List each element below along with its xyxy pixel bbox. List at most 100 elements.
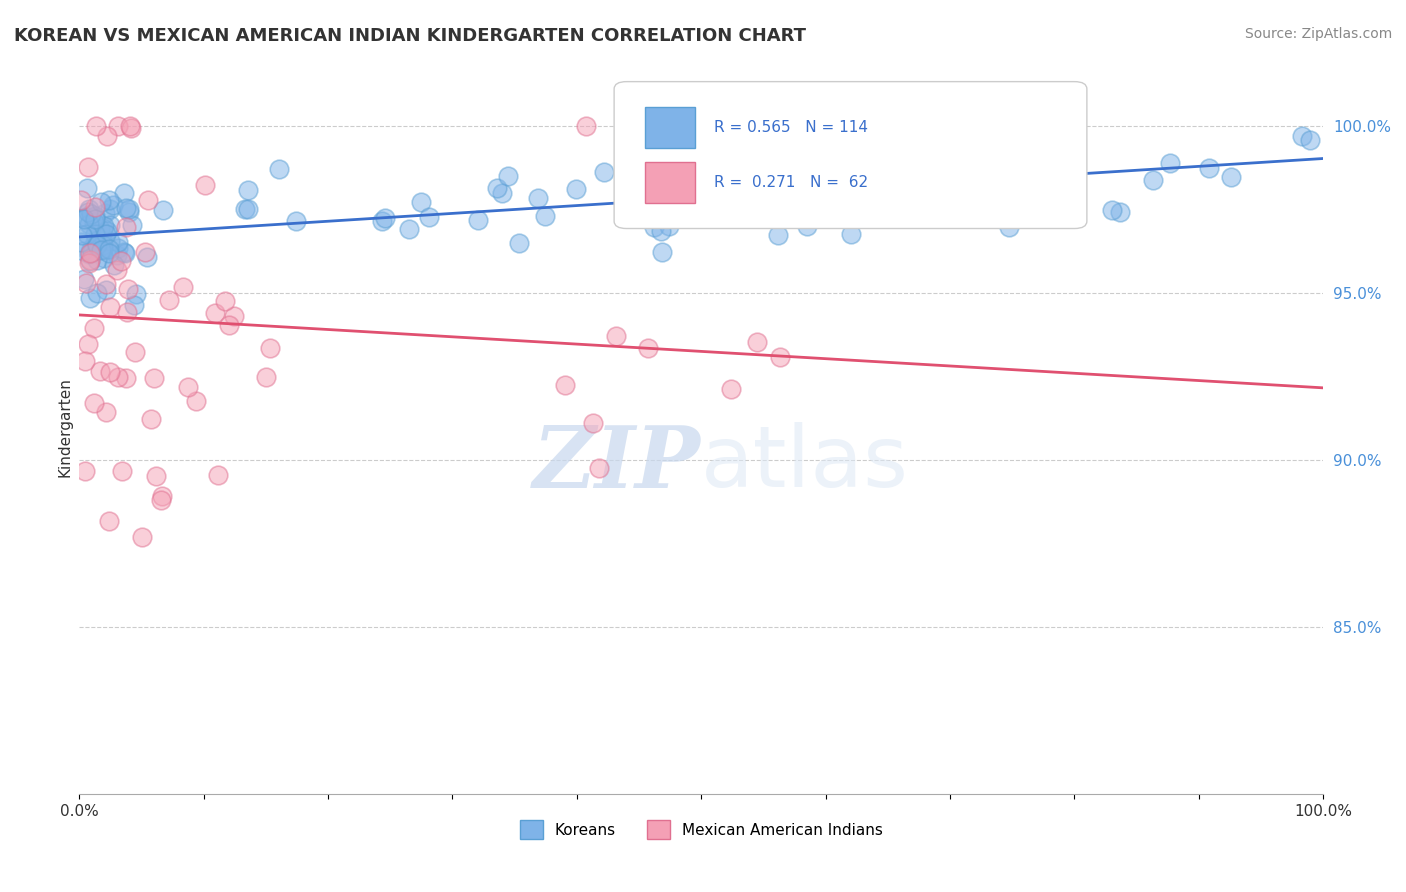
Point xyxy=(77,217,100,231)
Point xyxy=(1291,128,1313,143)
Point xyxy=(485,181,508,195)
Point xyxy=(84,201,107,215)
Point xyxy=(285,214,308,228)
Point xyxy=(172,280,194,294)
Point xyxy=(101,197,124,211)
Point xyxy=(496,169,519,183)
Point xyxy=(267,162,290,177)
Point xyxy=(70,193,93,207)
Point xyxy=(96,223,118,237)
Point xyxy=(98,245,121,260)
Point xyxy=(73,212,96,227)
Point xyxy=(107,247,129,261)
Point xyxy=(693,145,716,159)
Point xyxy=(98,218,121,232)
Point xyxy=(79,245,101,260)
Y-axis label: Kindergarten: Kindergarten xyxy=(58,376,72,476)
Point xyxy=(91,233,114,247)
Point xyxy=(124,344,146,359)
Point xyxy=(706,152,728,166)
Point xyxy=(467,213,489,227)
Point xyxy=(111,464,134,478)
Point xyxy=(83,321,105,335)
Point xyxy=(107,235,129,249)
Point xyxy=(152,202,174,217)
Point xyxy=(554,377,576,392)
Point xyxy=(374,211,396,226)
Point xyxy=(259,342,281,356)
Point xyxy=(110,254,132,268)
Point xyxy=(93,251,115,265)
Point xyxy=(657,219,679,233)
Point xyxy=(134,245,156,260)
Point xyxy=(77,256,100,270)
Point xyxy=(121,218,143,232)
Point xyxy=(115,219,138,234)
Point xyxy=(643,220,665,235)
Point xyxy=(76,181,98,195)
Point xyxy=(77,160,100,174)
Point xyxy=(747,334,769,349)
Point xyxy=(75,464,97,478)
Point xyxy=(107,370,129,384)
Point xyxy=(114,245,136,260)
Point xyxy=(207,467,229,482)
Text: R =  0.271   N =  62: R = 0.271 N = 62 xyxy=(714,176,868,191)
Point xyxy=(1101,203,1123,218)
Point xyxy=(93,219,115,234)
Point xyxy=(79,253,101,268)
Point xyxy=(91,237,114,252)
Point xyxy=(651,244,673,259)
Point xyxy=(1142,173,1164,187)
Point xyxy=(122,298,145,312)
Point xyxy=(533,209,555,223)
Point xyxy=(117,282,139,296)
Point xyxy=(115,305,138,319)
Point xyxy=(86,286,108,301)
Point xyxy=(236,183,259,197)
Point xyxy=(873,142,896,156)
Point xyxy=(89,222,111,236)
Point xyxy=(84,211,107,226)
Point xyxy=(720,382,742,396)
Point xyxy=(77,247,100,261)
Point xyxy=(637,341,659,355)
Point xyxy=(75,277,97,291)
Point xyxy=(115,371,138,385)
Point xyxy=(254,370,277,384)
Point xyxy=(143,370,166,384)
Point xyxy=(107,262,129,277)
Point xyxy=(97,193,120,207)
Point xyxy=(800,183,823,197)
Point xyxy=(107,241,129,255)
Point xyxy=(79,291,101,305)
Point xyxy=(96,283,118,297)
Text: Source: ZipAtlas.com: Source: ZipAtlas.com xyxy=(1244,27,1392,41)
Point xyxy=(1042,162,1064,177)
Point xyxy=(614,201,637,215)
Point xyxy=(849,178,872,192)
Point xyxy=(112,186,135,200)
Point xyxy=(131,530,153,544)
Point xyxy=(80,242,103,256)
Point xyxy=(582,416,605,430)
Point xyxy=(70,235,93,249)
Point xyxy=(98,235,121,249)
Point xyxy=(125,286,148,301)
Point xyxy=(593,164,616,178)
Point xyxy=(117,204,139,219)
Bar xyxy=(645,162,695,202)
Point xyxy=(107,120,129,134)
Point xyxy=(84,235,107,249)
Point xyxy=(75,210,97,224)
Point xyxy=(508,235,530,250)
Text: KOREAN VS MEXICAN AMERICAN INDIAN KINDERGARTEN CORRELATION CHART: KOREAN VS MEXICAN AMERICAN INDIAN KINDER… xyxy=(14,27,806,45)
Bar xyxy=(645,107,695,148)
Point xyxy=(97,243,120,257)
Point xyxy=(86,237,108,252)
Point xyxy=(526,191,548,205)
Point xyxy=(150,492,173,507)
Point xyxy=(605,329,627,343)
Point xyxy=(238,202,260,216)
Point xyxy=(98,300,121,314)
